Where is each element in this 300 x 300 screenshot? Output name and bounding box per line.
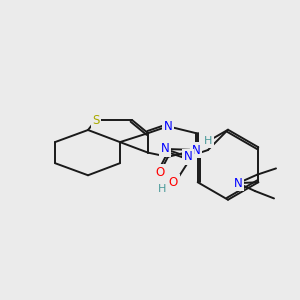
Text: N: N bbox=[164, 120, 172, 133]
Text: N: N bbox=[234, 177, 242, 190]
Text: H: H bbox=[204, 136, 212, 146]
Text: H: H bbox=[158, 184, 166, 194]
Text: N: N bbox=[184, 150, 192, 163]
Text: N: N bbox=[192, 143, 200, 157]
Text: O: O bbox=[169, 176, 178, 189]
Text: N: N bbox=[160, 142, 169, 155]
Text: O: O bbox=[155, 166, 165, 178]
Text: S: S bbox=[92, 113, 100, 127]
